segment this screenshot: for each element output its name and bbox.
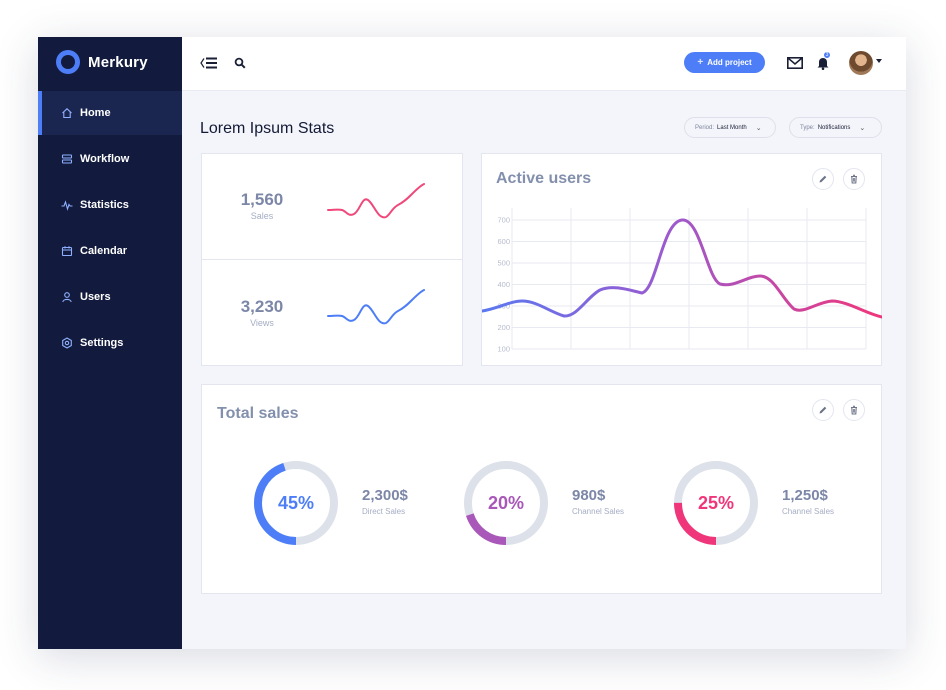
donut-percent: 20% <box>488 493 524 513</box>
active-users-line <box>482 218 882 319</box>
delete-button[interactable] <box>843 399 865 421</box>
sales-value: 1,560 <box>240 190 284 209</box>
notification-badge: 3 <box>823 51 831 59</box>
statistics-icon <box>60 198 74 212</box>
home-icon <box>60 106 74 120</box>
donut-arc <box>674 461 758 545</box>
sales-label: Sales <box>250 211 274 221</box>
sidebar-item-workflow[interactable]: Workflow <box>38 137 182 181</box>
sidebar-item-label: Settings <box>80 337 124 349</box>
filter-prefix: Type: <box>800 124 815 131</box>
page-title: Lorem Ipsum Stats <box>200 120 335 137</box>
active-users-card: Active users <box>481 153 882 366</box>
sidebar-item-statistics[interactable]: Statistics <box>38 183 182 227</box>
y-tick-label: 200 <box>497 323 510 332</box>
chevron-down-icon: ⌄ <box>859 124 866 132</box>
user-icon <box>60 290 74 304</box>
donut-arc <box>254 461 338 545</box>
brand-name: Merkury <box>88 53 148 71</box>
channel-sales-donut: 25% <box>674 461 758 545</box>
trash-icon <box>851 174 857 184</box>
chart-grid <box>511 208 867 350</box>
views-value: 3,230 <box>240 297 284 316</box>
active-users-title: Active users <box>496 170 592 187</box>
views-label: Views <box>250 318 274 328</box>
channel-sales-donut: 20% <box>464 461 548 545</box>
edit-button[interactable] <box>812 399 834 421</box>
trash-icon <box>851 405 857 415</box>
sidebar-item-label: Calendar <box>80 245 128 257</box>
sidebar-item-home[interactable]: Home <box>38 91 182 135</box>
donut-value: 1,250$ <box>782 487 828 504</box>
y-tick-label: 700 <box>497 216 510 225</box>
donut-label: Direct Sales <box>362 507 406 516</box>
sidebar-item-settings[interactable]: Settings <box>38 321 182 365</box>
avatar[interactable] <box>849 51 873 75</box>
search-icon[interactable] <box>231 55 249 71</box>
chevron-down-icon[interactable] <box>876 59 882 63</box>
total-sales-card: Total sales 45% 2,300$ Direct Sales 20% … <box>201 384 882 594</box>
sidebar-item-users[interactable]: Users <box>38 275 182 319</box>
delete-button[interactable] <box>843 168 865 190</box>
pencil-icon <box>819 175 827 183</box>
sidebar-item-label: Users <box>80 291 111 303</box>
period-filter-dropdown[interactable]: Period: Last Month ⌄ <box>684 117 776 138</box>
direct-sales-donut: 45% <box>254 461 338 545</box>
top-bar: + Add project 3 <box>182 37 906 91</box>
views-sparkline <box>327 289 425 325</box>
plus-icon: + <box>697 57 704 68</box>
donut-arc <box>464 461 548 545</box>
settings-icon <box>60 336 74 350</box>
chevron-down-icon: ⌄ <box>755 124 762 132</box>
sales-sparkline <box>327 183 425 219</box>
pencil-icon <box>819 406 827 414</box>
add-project-label: Add project <box>707 58 752 67</box>
sidebar: Merkury Home Workflow Statistics Calenda… <box>38 37 182 649</box>
add-project-button[interactable]: + Add project <box>684 52 765 73</box>
workflow-icon <box>60 152 74 166</box>
bell-icon[interactable] <box>814 55 832 71</box>
y-tick-label: 500 <box>497 259 510 268</box>
edit-button[interactable] <box>812 168 834 190</box>
menu-icon[interactable] <box>200 55 218 71</box>
donut-percent: 45% <box>278 493 314 513</box>
donut-label: Channel Sales <box>572 507 625 516</box>
filter-value: Notifications <box>817 124 851 131</box>
sidebar-item-label: Workflow <box>80 153 130 165</box>
mail-icon[interactable] <box>786 55 804 71</box>
sidebar-item-calendar[interactable]: Calendar <box>38 229 182 273</box>
filter-value: Last Month <box>717 124 747 131</box>
type-filter-dropdown[interactable]: Type: Notifications ⌄ <box>789 117 882 138</box>
donut-percent: 25% <box>698 493 734 513</box>
donut-value: 2,300$ <box>362 487 408 504</box>
donut-label: Channel Sales <box>782 507 835 516</box>
sidebar-item-label: Home <box>80 107 111 119</box>
total-sales-title: Total sales <box>217 405 299 422</box>
sidebar-item-label: Statistics <box>80 199 129 211</box>
app-window: Merkury Home Workflow Statistics Calenda… <box>38 37 906 649</box>
mini-stats-card: 1,560 Sales 3,230 Views <box>201 153 463 366</box>
active-users-chart: 700 600 500 400 300 200 100 <box>482 208 882 354</box>
brand-logo-icon <box>56 50 80 74</box>
donut-value: 980$ <box>572 487 606 504</box>
filter-prefix: Period: <box>695 124 715 131</box>
y-tick-label: 100 <box>497 345 510 354</box>
divider <box>202 259 462 260</box>
y-tick-label: 600 <box>497 237 510 246</box>
calendar-icon <box>60 244 74 258</box>
y-tick-label: 400 <box>497 280 510 289</box>
brand[interactable]: Merkury <box>56 49 148 75</box>
